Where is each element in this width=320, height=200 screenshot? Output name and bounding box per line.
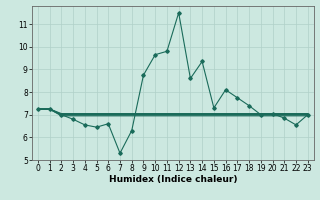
X-axis label: Humidex (Indice chaleur): Humidex (Indice chaleur) [108, 175, 237, 184]
